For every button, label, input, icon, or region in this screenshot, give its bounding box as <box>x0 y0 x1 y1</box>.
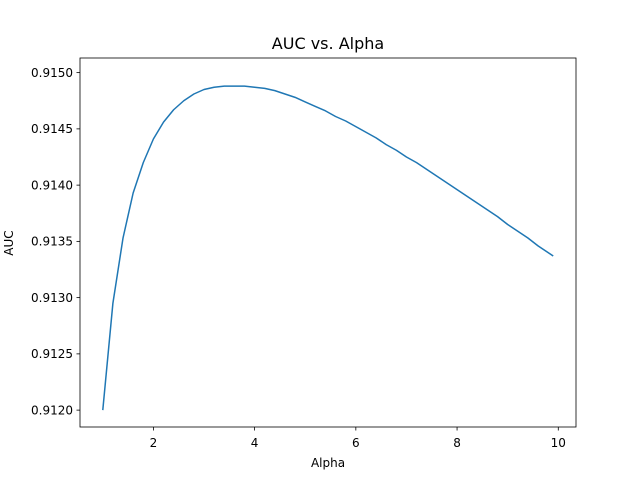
plot-frame <box>79 57 577 428</box>
x-tick-label: 10 <box>551 436 566 450</box>
y-tick-label: 0.9150 <box>31 66 73 80</box>
x-axis-label: Alpha <box>311 456 345 470</box>
chart-title: AUC vs. Alpha <box>272 34 384 53</box>
y-tick-label: 0.9120 <box>31 403 73 417</box>
plot-area <box>79 57 577 428</box>
y-tick-label: 0.9145 <box>31 122 73 136</box>
y-tick-label: 0.9140 <box>31 178 73 192</box>
y-tick-label: 0.9130 <box>31 291 73 305</box>
y-tick-label: 0.9125 <box>31 347 73 361</box>
x-tick-label: 2 <box>150 436 158 450</box>
x-tick-label: 4 <box>251 436 259 450</box>
y-tick-label: 0.9135 <box>31 235 73 249</box>
x-tick-label: 8 <box>453 436 461 450</box>
series-line-auc <box>102 85 554 411</box>
x-axis: 2 4 6 8 10 <box>150 427 566 450</box>
y-axis-label: AUC <box>2 230 16 255</box>
y-axis: 0.9120 0.9125 0.9130 0.9135 0.9140 0.9145 0.91… <box>31 66 80 417</box>
x-tick-label: 6 <box>352 436 360 450</box>
